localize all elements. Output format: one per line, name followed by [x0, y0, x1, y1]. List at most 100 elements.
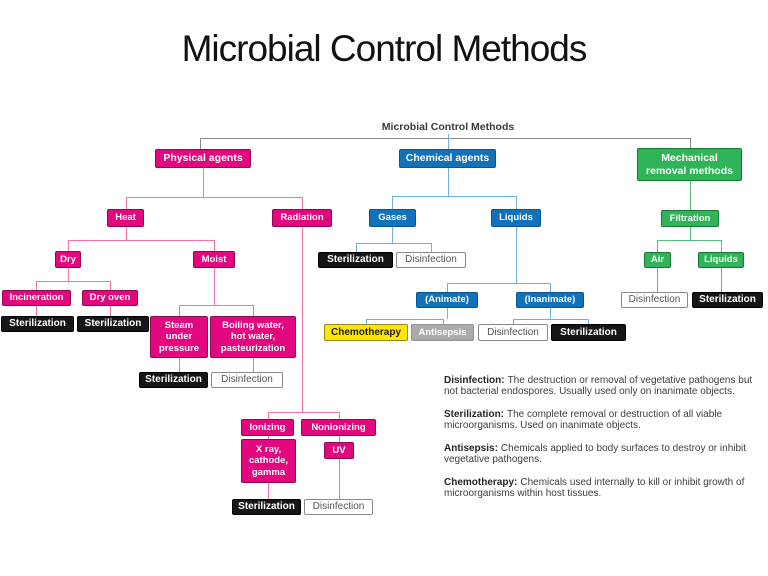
connector [392, 227, 394, 243]
node-chemical-agents: Chemical agents [399, 149, 496, 168]
node-antisepsis: Antisepsis [411, 324, 474, 341]
connector [431, 243, 433, 253]
connector [110, 306, 112, 317]
node-chemotherapy: Chemotherapy [324, 324, 408, 341]
definition-term: Sterilization: [444, 409, 505, 420]
node-dry: Dry [55, 251, 81, 268]
connector [448, 134, 450, 150]
node-xray-cathode-gamma: X ray, cathode, gamma [241, 439, 296, 483]
connector [392, 196, 517, 198]
node-liquids-mechanical: Liquids [698, 252, 744, 268]
node-radiation: Radiation [272, 209, 332, 227]
connector [214, 240, 216, 252]
node-boiling-water: Boiling water, hot water, pasteurization [210, 316, 296, 358]
node-sterilization-dry-oven: Sterilization [77, 316, 149, 332]
definition-text: The destruction or removal of vegetative… [444, 375, 753, 397]
node-filtration: Filtration [661, 210, 719, 227]
connector [126, 227, 128, 240]
node-sterilization-incineration: Sterilization [1, 316, 74, 332]
connector [253, 358, 255, 373]
connector [356, 243, 432, 245]
definition-term: Chemotherapy: [444, 477, 518, 488]
connector [179, 305, 181, 317]
node-disinfection-boiling: Disinfection [211, 372, 283, 388]
connector [447, 283, 551, 285]
node-sterilization-gases: Sterilization [318, 252, 393, 268]
connector [550, 283, 552, 293]
connector [339, 412, 341, 420]
connector [68, 240, 70, 252]
connector [447, 283, 449, 293]
node-inanimate: (Inanimate) [516, 292, 584, 308]
connector [179, 305, 254, 307]
node-incineration: Incineration [2, 290, 71, 306]
connector [447, 308, 449, 319]
connector [268, 483, 270, 500]
node-steam-under-pressure: Steam under pressure [150, 316, 208, 358]
connector [392, 196, 394, 210]
connector [68, 268, 70, 281]
definition-term: Antisepsis: [444, 443, 498, 454]
connector [36, 306, 38, 317]
connector [356, 243, 358, 253]
definition-text: Chemicals used internally to kill or inh… [444, 477, 745, 499]
node-sterilization-xray: Sterilization [232, 499, 301, 515]
node-ionizing: Ionizing [241, 419, 294, 436]
connector [550, 308, 552, 319]
connector [214, 268, 216, 305]
connector [68, 240, 215, 242]
connector [366, 319, 444, 321]
definition-term: Disinfection: [444, 375, 505, 386]
connector [339, 459, 341, 500]
connector [302, 227, 304, 412]
connector [690, 138, 692, 149]
connector [126, 197, 128, 210]
definition-text: The complete removal or destruction of a… [444, 409, 723, 431]
connector [366, 319, 368, 325]
connector [513, 319, 589, 321]
node-sterilization-steam: Sterilization [139, 372, 208, 388]
connector [588, 319, 590, 325]
connector [179, 358, 181, 373]
connector [200, 138, 202, 150]
node-disinfection-air: Disinfection [621, 292, 688, 308]
definition-text: Chemicals applied to body surfaces to de… [444, 443, 747, 465]
connector [268, 412, 340, 414]
connector [36, 281, 38, 291]
connector [443, 319, 445, 325]
connector [200, 138, 690, 140]
connector [690, 227, 692, 240]
node-sterilization-liquids-mechanical: Sterilization [692, 292, 763, 308]
connector [302, 197, 304, 210]
connector [513, 319, 515, 325]
definition-antisepsis: Antisepsis: Chemicals applied to body sur… [444, 443, 766, 465]
node-disinfection-uv: Disinfection [304, 499, 373, 515]
node-physical-agents: Physical agents [155, 149, 251, 168]
connector [721, 268, 723, 293]
node-nonionizing: Nonionizing [301, 419, 376, 436]
connector [657, 268, 659, 293]
diagram-root-label: Microbial Control Methods [381, 121, 515, 133]
node-heat: Heat [107, 209, 144, 227]
connector [126, 197, 303, 199]
node-dry-oven: Dry oven [82, 290, 138, 306]
connector [36, 281, 111, 283]
connector [203, 168, 205, 197]
node-uv: UV [324, 442, 354, 459]
connector [339, 436, 341, 443]
definition-chemotherapy: Chemotherapy: Chemicals used internally t… [444, 477, 766, 499]
connector [690, 181, 692, 211]
connector [448, 168, 450, 196]
connector [268, 436, 270, 440]
connector [516, 196, 518, 210]
node-gases: Gases [369, 209, 416, 227]
node-disinfection-gases: Disinfection [396, 252, 466, 268]
node-moist: Moist [193, 251, 235, 268]
definition-sterilization: Sterilization: The complete removal or de… [444, 409, 766, 431]
connector [110, 281, 112, 291]
node-mechanical-removal-methods: Mechanical removal methods [637, 148, 742, 181]
node-liquids-chemical: Liquids [491, 209, 541, 227]
connector [253, 305, 255, 317]
connector [721, 240, 723, 253]
